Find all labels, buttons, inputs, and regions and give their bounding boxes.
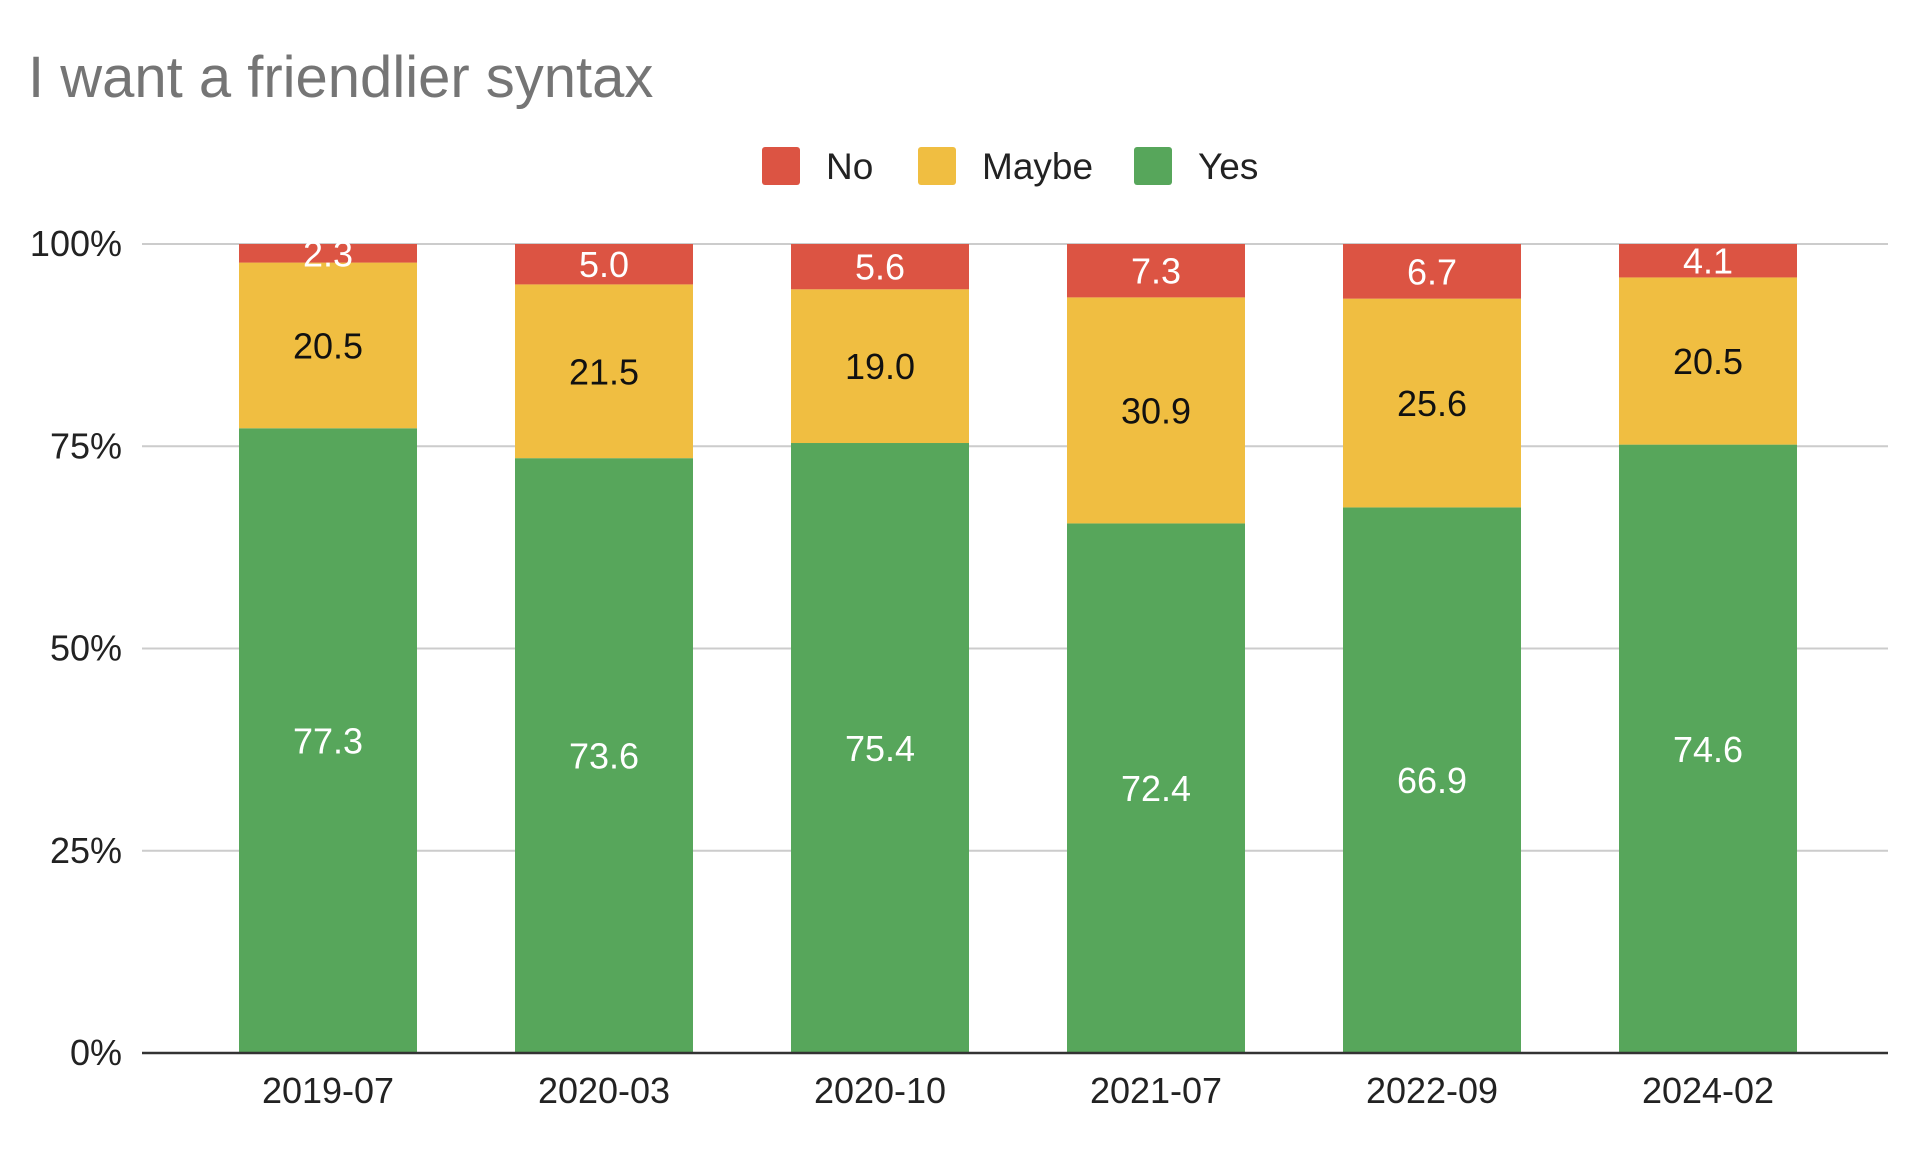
bar-stack: 74.6 20.5 4.1: [1619, 241, 1797, 1053]
x-tick-label: 2022-09: [1366, 1070, 1498, 1111]
x-tick-label: 2024-02: [1642, 1070, 1774, 1111]
data-label: 2.3: [303, 233, 353, 274]
bar-stack: 66.9 25.6 6.7: [1343, 244, 1521, 1053]
data-label: 5.0: [579, 244, 629, 285]
data-label: 5.6: [855, 247, 905, 288]
legend-label: No: [826, 146, 873, 187]
legend-item-yes: Yes: [1134, 146, 1258, 187]
bar-stack: 75.4 19.0 5.6: [791, 244, 969, 1053]
x-tick-label: 2021-07: [1090, 1070, 1222, 1111]
data-label: 20.5: [1673, 341, 1743, 382]
legend: No Maybe Yes: [762, 146, 1258, 187]
bar-segment-no: [1619, 244, 1797, 278]
bar-segment-yes: [1619, 444, 1797, 1053]
bar-segment-yes: [515, 458, 693, 1053]
bar-segment-maybe: [515, 284, 693, 459]
data-label: 74.6: [1673, 729, 1743, 770]
data-label: 73.6: [569, 736, 639, 777]
x-tick-label: 2019-07: [262, 1070, 394, 1111]
bar-segment-no: [1343, 244, 1521, 299]
y-tick-label: 75%: [50, 425, 122, 466]
x-tick-label: 2020-10: [814, 1070, 946, 1111]
data-label: 72.4: [1121, 768, 1191, 809]
y-tick-label: 100%: [30, 223, 122, 264]
bar-segment-maybe: [1343, 298, 1521, 508]
data-label: 21.5: [569, 351, 639, 392]
bar-segment-yes: [791, 443, 969, 1053]
data-label: 19.0: [845, 346, 915, 387]
data-label: 7.3: [1131, 251, 1181, 292]
legend-swatch: [762, 147, 800, 185]
bar-segment-no: [791, 244, 969, 290]
legend-swatch: [1134, 147, 1172, 185]
bar-segment-maybe: [791, 289, 969, 444]
bar-segment-no: [239, 244, 417, 263]
bar-segment-no: [1067, 244, 1245, 298]
chart-title: I want a friendlier syntax: [28, 45, 654, 110]
gridlines: [142, 243, 1888, 852]
bar-segment-no: [515, 244, 693, 285]
bar-stack: 77.3 20.5 2.3: [239, 233, 417, 1054]
data-label: 4.1: [1683, 241, 1733, 282]
bar-segment-yes: [239, 428, 417, 1054]
x-axis: 2019-07 2020-03 2020-10 2021-07 2022-09 2024-…: [142, 1051, 1888, 1111]
data-label: 30.9: [1121, 390, 1191, 431]
legend-item-maybe: Maybe: [918, 146, 1093, 187]
bar-segment-maybe: [239, 262, 417, 429]
data-label: 75.4: [845, 728, 915, 769]
data-label: 25.6: [1397, 383, 1467, 424]
legend-swatch: [918, 147, 956, 185]
x-tick-label: 2020-03: [538, 1070, 670, 1111]
y-tick-label: 25%: [50, 830, 122, 871]
legend-label: Yes: [1198, 146, 1258, 187]
y-axis: 0% 25% 50% 75% 100%: [30, 223, 122, 1073]
legend-label: Maybe: [982, 146, 1093, 187]
bar-segment-yes: [1067, 523, 1245, 1053]
data-label: 6.7: [1407, 251, 1457, 292]
bar-stack: 72.4 30.9 7.3: [1067, 244, 1245, 1053]
data-label: 20.5: [293, 325, 363, 366]
bar-segment-yes: [1343, 507, 1521, 1053]
bar-stack: 73.6 21.5 5.0: [515, 244, 693, 1053]
y-tick-label: 0%: [70, 1032, 122, 1073]
data-label: 66.9: [1397, 760, 1467, 801]
bar-segment-maybe: [1619, 277, 1797, 445]
bars: 77.3 20.5 2.3 73.6 21.5 5.0 75.4 19.0 5.6 72.4 30.…: [239, 233, 1797, 1054]
data-label: 77.3: [293, 721, 363, 762]
bar-segment-maybe: [1067, 297, 1245, 524]
legend-item-no: No: [762, 146, 873, 187]
y-tick-label: 50%: [50, 628, 122, 669]
